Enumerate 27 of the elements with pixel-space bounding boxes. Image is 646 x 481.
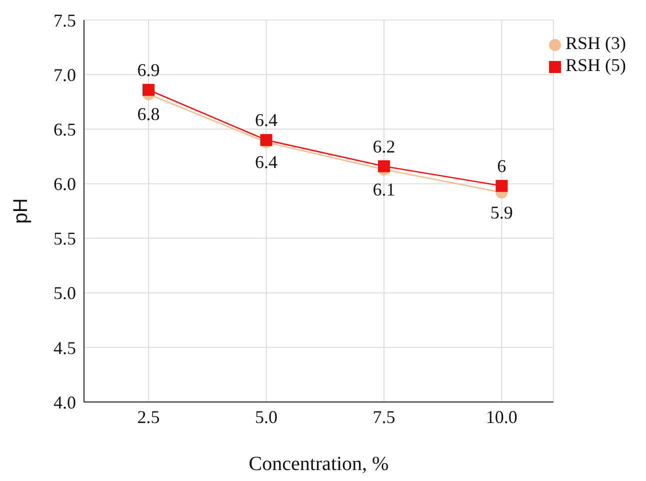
- y-tick-label: 5.0: [54, 283, 76, 304]
- legend-label: RSH (5): [565, 55, 626, 75]
- y-tick-label: 4.5: [54, 338, 76, 358]
- x-tick-label: 10.0: [486, 406, 518, 427]
- y-tick-label: 4.0: [54, 392, 76, 412]
- y-axis-title: pH: [10, 198, 32, 224]
- data-label: 6.4: [254, 110, 278, 130]
- data-label: 6.8: [137, 104, 160, 124]
- data-label: 6.1: [372, 180, 396, 200]
- y-tick-label: 5.5: [54, 228, 76, 249]
- x-axis-title: Concentration, %: [248, 453, 389, 475]
- point: [496, 180, 508, 192]
- x-tick-label: 7.5: [372, 406, 396, 427]
- data-label: 6: [497, 156, 506, 176]
- point: [378, 160, 390, 172]
- data-label: 5.9: [490, 202, 513, 222]
- data-label: 6.9: [137, 60, 160, 80]
- y-tick-label: 7.0: [54, 64, 76, 85]
- y-tick-label: 6.5: [54, 120, 76, 140]
- y-tick-label: 7.5: [54, 10, 76, 30]
- data-label: 6.4: [254, 152, 278, 172]
- x-tick-label: 2.5: [137, 406, 160, 427]
- point: [142, 84, 155, 96]
- legend-label: RSH (3): [565, 33, 626, 53]
- y-tick-label: 6.0: [54, 174, 76, 194]
- x-tick-label: 5.0: [254, 406, 278, 427]
- data-label: 6.2: [372, 136, 396, 156]
